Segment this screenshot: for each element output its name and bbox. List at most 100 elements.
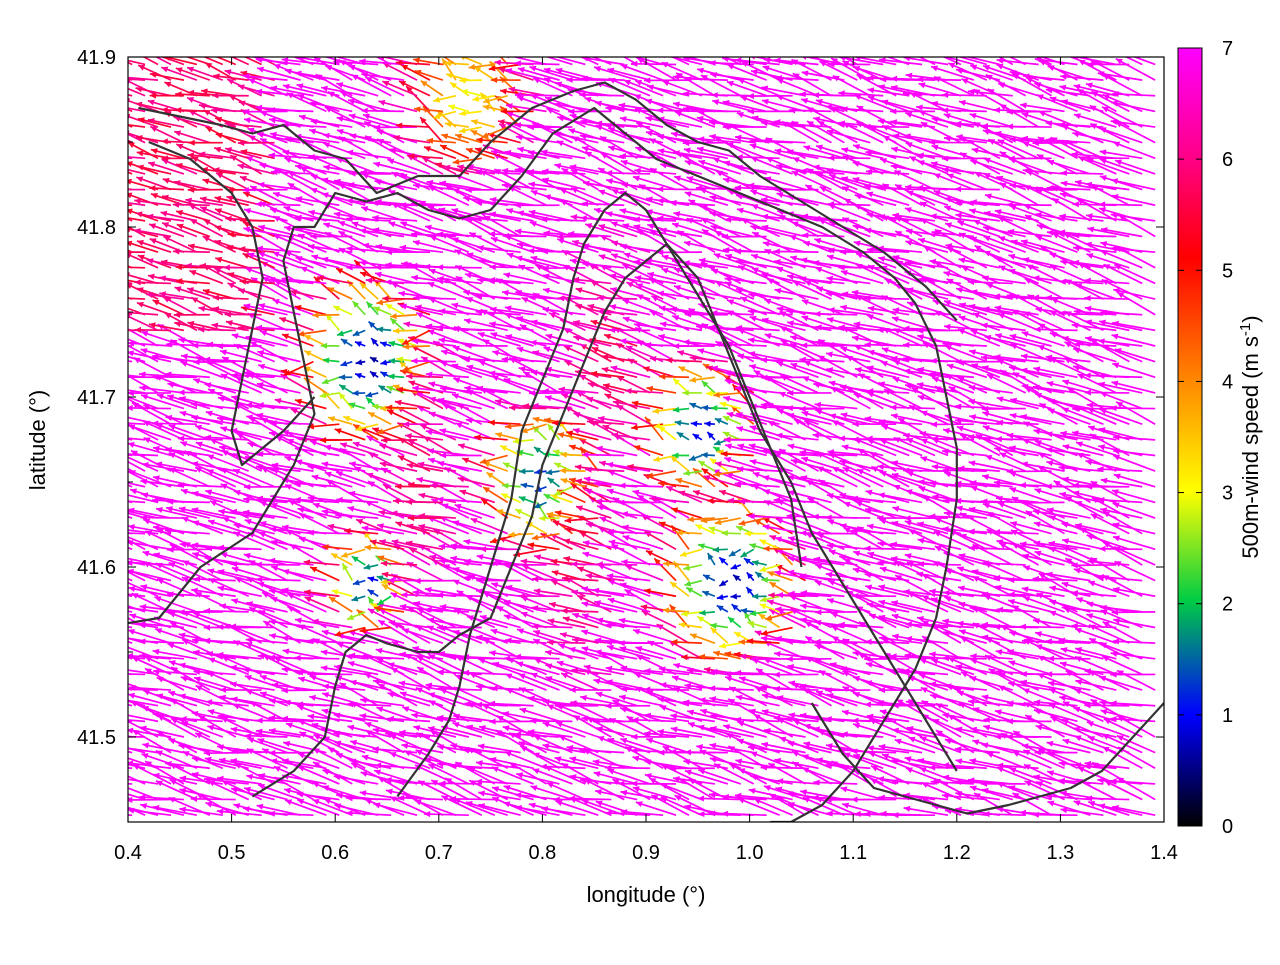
wind-arrow-head (90, 532, 97, 538)
wind-arrow-head (92, 472, 99, 478)
wind-arrow-shaft (439, 783, 482, 784)
wind-arrow-shaft (308, 533, 353, 534)
wind-arrow-head (103, 757, 110, 763)
wind-arrow-shaft (178, 392, 223, 393)
wind-arrow-head (116, 392, 123, 398)
wind-arrow-head (105, 675, 112, 681)
wind-arrow-shaft (90, 587, 132, 596)
wind-arrow-shaft (90, 533, 132, 549)
wind-arrow-head (116, 565, 123, 571)
wind-arrow-head (94, 450, 101, 456)
wind-arrow-shaft (918, 564, 961, 565)
wind-arrow-head (93, 673, 100, 679)
wind-arrow-shaft (88, 493, 132, 502)
wind-arrow-shaft (411, 361, 456, 362)
wind-arrow-shaft (204, 611, 249, 612)
wind-arrow-head (103, 348, 110, 354)
wind-arrow-shaft (932, 439, 974, 440)
wind-arrow-head (100, 419, 106, 425)
wind-arrow-head (93, 628, 100, 634)
wind-arrow-shaft (943, 658, 987, 659)
wind-arrow-head (89, 524, 96, 530)
wind-arrow-head (103, 433, 110, 439)
wind-arrow-head (121, 325, 128, 331)
wind-arrow-head (101, 450, 107, 456)
wind-arrow-shaft (152, 423, 197, 424)
wind-arrow-head (119, 371, 126, 377)
wind-arrow-head (115, 604, 122, 610)
wind-arrow-shaft (852, 721, 896, 722)
wind-arrow-head (87, 762, 94, 768)
wind-arrow-head (90, 667, 97, 673)
wind-arrow-shaft (204, 753, 249, 754)
wind-arrow-head (117, 452, 124, 458)
wind-arrow-head (115, 451, 121, 457)
wind-arrow-shaft (91, 645, 133, 659)
wind-arrow-head (100, 370, 107, 376)
wind-arrow-head (117, 711, 124, 717)
wind-arrow-head (103, 329, 110, 335)
wind-arrow-head (88, 492, 95, 498)
wind-arrow-shaft (929, 768, 974, 769)
wind-arrow-shaft (90, 814, 132, 815)
wind-arrow-shaft (981, 501, 1026, 502)
wind-arrow-head (100, 715, 107, 721)
wind-arrow-head (88, 446, 95, 452)
wind-arrow-head (87, 343, 93, 349)
wind-arrow-head (103, 497, 110, 503)
plot-area (87, 42, 1164, 822)
wind-arrow-head (116, 374, 122, 380)
wind-arrow-shaft (996, 439, 1039, 440)
wind-arrow-head (118, 467, 125, 473)
wind-arrow-head (116, 554, 123, 560)
wind-arrow-head (106, 606, 113, 612)
wind-arrow-shaft (89, 505, 132, 518)
wind-arrow-shaft (100, 673, 145, 674)
wind-arrow-shaft (1032, 815, 1077, 816)
wind-arrow-shaft (825, 517, 870, 518)
wind-arrow-head (90, 783, 97, 789)
wind-arrow-shaft (88, 356, 133, 362)
wind-arrow-head (100, 652, 107, 658)
wind-arrow-shaft (88, 715, 133, 721)
wind-arrow-shaft (88, 621, 133, 627)
wind-arrow-shaft (1008, 580, 1052, 581)
wind-arrow-shaft (90, 368, 132, 377)
wind-arrow-head (108, 327, 114, 333)
wind-arrow-head (102, 785, 109, 791)
wind-arrow-head (119, 533, 126, 539)
wind-arrow-head (100, 529, 106, 535)
wind-arrow-head (114, 775, 121, 781)
wind-arrow-head (105, 797, 112, 803)
wind-arrow-head (116, 619, 123, 625)
wind-arrow-shaft (1110, 408, 1155, 409)
wind-arrow-head (107, 528, 114, 534)
wind-arrow-head (88, 619, 95, 625)
wind-arrow-shaft (903, 470, 948, 471)
wind-arrow-head (120, 718, 127, 724)
wind-arrow-shaft (450, 799, 495, 800)
wind-arrow-head (118, 643, 125, 649)
wind-arrow-shaft (87, 782, 132, 784)
wind-arrow-shaft (761, 767, 806, 768)
wind-arrow-head (118, 784, 125, 790)
wind-arrow-head (115, 506, 122, 512)
wind-arrow-shaft (88, 448, 132, 455)
wind-arrow-shaft (864, 548, 909, 549)
wind-arrow-shaft (87, 764, 132, 768)
wind-arrow-shaft (126, 408, 171, 409)
wind-arrow-shaft (644, 689, 689, 690)
wind-arrow-head (90, 586, 97, 592)
wind-arrow-head (106, 766, 113, 772)
wind-arrow-shaft (167, 502, 210, 503)
wind-arrow-head (88, 353, 95, 359)
wind-arrow-head (101, 476, 108, 482)
wind-arrow-head (88, 713, 95, 719)
wind-arrow-shaft (582, 455, 624, 456)
wind-arrow-head (100, 670, 106, 676)
wind-arrow-head (91, 644, 98, 650)
wind-arrow-head (113, 666, 120, 672)
wind-arrow-shaft (191, 799, 236, 800)
wind-arrow-shaft (90, 605, 132, 612)
